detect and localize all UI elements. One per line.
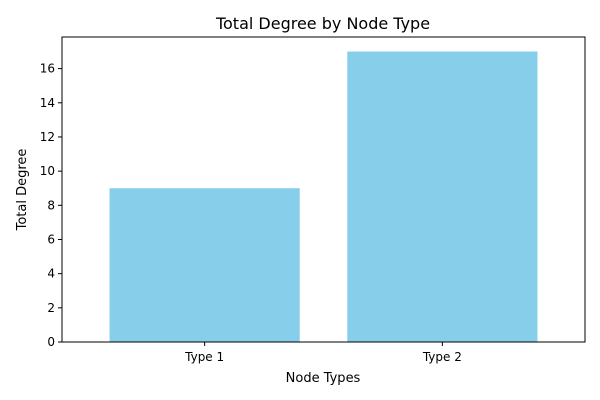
y-tick-label: 0: [47, 335, 55, 349]
y-tick-label: 6: [47, 232, 55, 246]
y-tick-label: 12: [40, 130, 55, 144]
y-tick-label: 2: [47, 301, 55, 315]
plot-frame: [61, 36, 586, 343]
bar-type-1: [109, 188, 300, 342]
y-axis-label: Total Degree: [15, 149, 30, 232]
y-tick-label: 16: [40, 62, 55, 76]
x-tick-label: Type 1: [184, 350, 224, 364]
x-axis-label: Node Types: [286, 371, 361, 386]
y-axis-ticks: 0 2 4 6 8 10 12 14 16: [40, 62, 62, 349]
chart-title: Total Degree by Node Type: [215, 14, 430, 33]
x-tick-label: Type 2: [422, 350, 462, 364]
y-tick-label: 14: [40, 96, 55, 110]
x-axis-ticks: Type 1 Type 2: [184, 342, 462, 364]
y-tick-label: 4: [47, 267, 55, 281]
y-tick-label: 10: [40, 164, 55, 178]
bar-type-2: [347, 51, 538, 343]
bars-group: [109, 51, 538, 343]
y-tick-label: 8: [47, 198, 55, 212]
